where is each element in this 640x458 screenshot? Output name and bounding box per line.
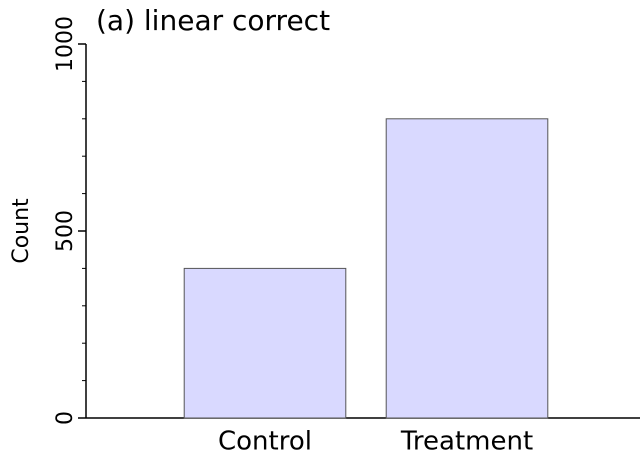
y-tick-label: 500	[53, 210, 78, 252]
y-tick-label: 0	[53, 411, 78, 425]
bar	[385, 118, 549, 419]
x-tick-label: Control	[218, 427, 312, 457]
y-axis-label: Count	[9, 198, 34, 264]
chart-title: (a) linear correct	[96, 4, 330, 37]
x-tick-label: Treatment	[400, 427, 533, 457]
y-tick-label: 1000	[53, 16, 78, 72]
bar	[183, 267, 347, 419]
